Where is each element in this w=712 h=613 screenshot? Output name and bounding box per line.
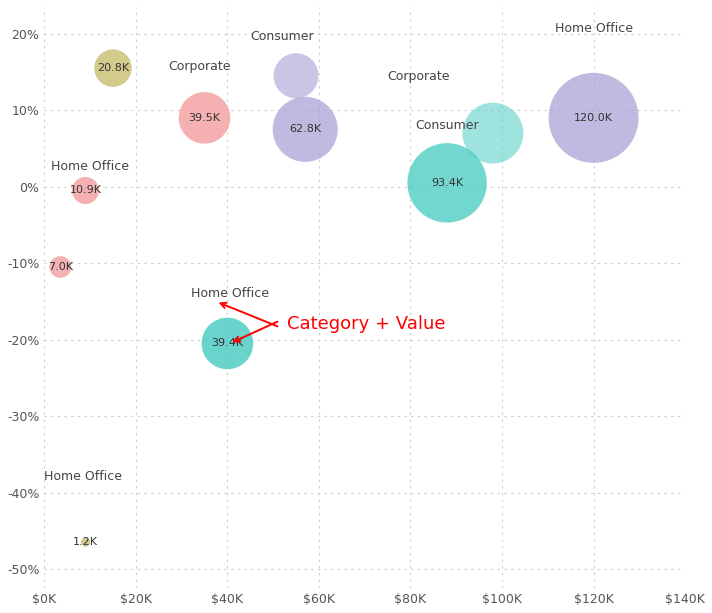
Text: 20.8K: 20.8K	[97, 63, 129, 73]
Point	[55, 262, 66, 272]
Text: Corporate: Corporate	[168, 61, 231, 74]
Point	[441, 178, 453, 188]
Text: Corporate: Corporate	[387, 70, 450, 83]
Text: Category + Value: Category + Value	[287, 315, 446, 333]
Text: 120.0K: 120.0K	[574, 113, 613, 123]
Point	[290, 71, 302, 81]
Point	[300, 124, 311, 134]
Text: 39.5K: 39.5K	[189, 113, 221, 123]
Text: 10.9K: 10.9K	[70, 186, 102, 196]
Text: Home Office: Home Office	[191, 287, 268, 300]
Text: 7.0K: 7.0K	[48, 262, 73, 272]
Text: 39.4K: 39.4K	[211, 338, 244, 348]
Text: Consumer: Consumer	[251, 30, 314, 43]
Text: Home Office: Home Office	[555, 22, 632, 35]
Text: Consumer: Consumer	[415, 118, 478, 132]
Point	[221, 338, 233, 348]
Point	[199, 113, 210, 123]
Point	[80, 186, 91, 196]
Text: Home Office: Home Office	[51, 160, 129, 173]
Text: 1.2K: 1.2K	[73, 538, 98, 547]
Point	[80, 538, 91, 547]
Text: 93.4K: 93.4K	[431, 178, 464, 188]
Point	[588, 113, 600, 123]
Point	[108, 63, 119, 73]
Point	[487, 128, 498, 138]
Text: 62.8K: 62.8K	[289, 124, 321, 134]
Text: Home Office: Home Office	[44, 470, 122, 484]
